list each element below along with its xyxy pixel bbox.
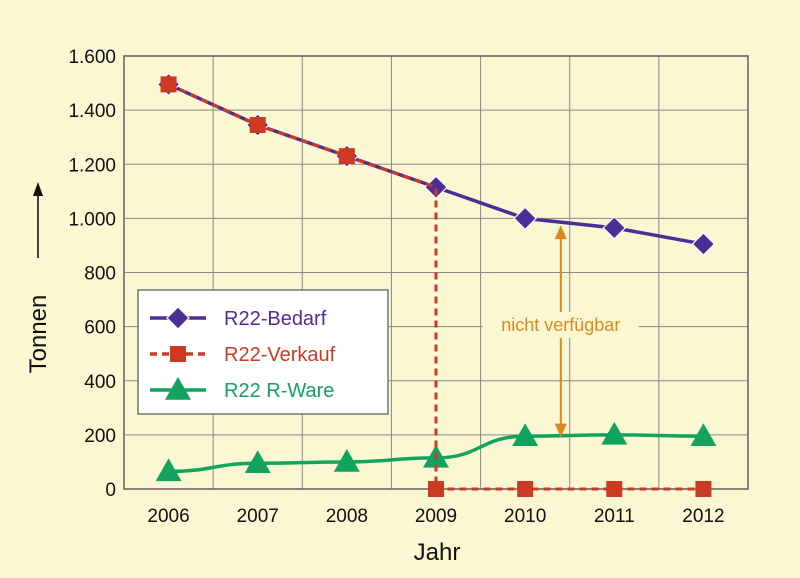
legend-label: R22-Bedarf (224, 308, 327, 330)
x-axis-title: Jahr (414, 539, 461, 566)
point-verkauf (338, 148, 355, 165)
y-tick-label: 1.200 (68, 155, 116, 176)
x-tick-label: 2006 (147, 506, 189, 527)
point-verkauf (160, 76, 177, 93)
point-verkauf (428, 481, 444, 497)
tick-labels: 0 200 400 600 800 1.000 1.200 1.400 1.600 2006 200… (68, 47, 724, 527)
legend-label: R22 R-Ware (224, 380, 334, 402)
annotation-label-bg (482, 312, 639, 338)
point-verkauf (517, 481, 534, 497)
point-bedarf (513, 206, 537, 231)
y-axis-arrow-head (33, 182, 43, 196)
point-bedarf (602, 215, 627, 240)
x-tick-label: 2010 (504, 506, 546, 527)
point-r-ware (601, 421, 628, 445)
point-r-ware (155, 458, 182, 482)
legend: R22-Bedarf R22-Verkauf R22 R-Ware (137, 289, 389, 415)
y-tick-label: 800 (84, 264, 116, 285)
y-tick-label: 600 (84, 318, 116, 339)
legend-marker (170, 346, 186, 362)
y-tick-label: 1.400 (68, 101, 116, 122)
annotation-arrow-head-bottom (554, 423, 567, 438)
point-r-ware (333, 448, 360, 472)
annotation-label: nicht verfügbar (501, 315, 620, 335)
legend-marker (166, 306, 190, 330)
series-line-verkauf (167, 83, 704, 491)
point-verkauf (249, 117, 266, 134)
y-tick-label: 1.600 (68, 47, 116, 68)
x-tick-label: 2011 (594, 506, 635, 527)
series-layer (155, 72, 717, 497)
y-tick-label: 400 (84, 372, 116, 393)
point-bedarf (691, 232, 716, 256)
annotation-arrow-head-top (554, 225, 567, 240)
y-tick-label: 0 (105, 480, 116, 501)
y-axis-title: Tonnen (25, 295, 52, 374)
point-r-ware (512, 423, 539, 446)
annotation-layer: nicht verfügbar (482, 225, 639, 438)
y-tick-label: 1.000 (68, 209, 116, 230)
legend-marker (165, 377, 191, 400)
y-axis-title-group: Tonnen (25, 182, 52, 373)
x-tick-label: 2012 (682, 506, 724, 527)
x-tick-label: 2008 (326, 506, 368, 527)
point-r-ware (244, 450, 271, 474)
point-verkauf (606, 481, 623, 497)
point-r-ware (690, 423, 717, 446)
x-tick-label: 2007 (237, 506, 279, 527)
series-1 (160, 76, 712, 497)
legend-label: R22-Verkauf (224, 344, 336, 366)
point-verkauf (695, 481, 712, 497)
x-tick-label: 2009 (415, 506, 457, 527)
y-tick-label: 200 (84, 426, 116, 447)
